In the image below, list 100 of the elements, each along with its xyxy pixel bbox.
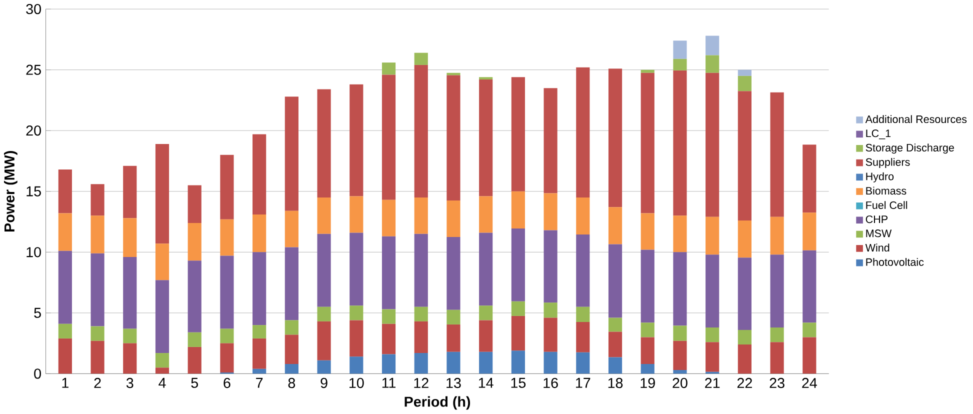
- bar: [673, 252, 687, 326]
- x-tick-label: 2: [94, 378, 101, 388]
- bar: [382, 200, 396, 237]
- legend-label: Photovoltaic: [866, 258, 924, 266]
- bar: [58, 213, 72, 252]
- bar: [317, 198, 331, 234]
- bar: [350, 196, 364, 233]
- bar: [802, 337, 816, 374]
- bar: [479, 320, 493, 352]
- bar: [706, 73, 720, 218]
- x-tick-label: 22: [737, 378, 752, 388]
- x-tick-label: 4: [158, 378, 166, 388]
- bar: [188, 332, 202, 348]
- legend-label: Hydro: [866, 172, 894, 183]
- bar: [608, 244, 622, 318]
- bar: [317, 322, 331, 360]
- bar: [90, 184, 104, 216]
- x-tick-label: 20: [672, 378, 688, 388]
- bar: [479, 196, 493, 233]
- bar: [802, 250, 816, 323]
- bar: [90, 326, 104, 342]
- bar: [706, 55, 720, 74]
- y-axis-title: Power (MW): [4, 151, 18, 232]
- bar: [479, 77, 493, 80]
- bar: [544, 193, 558, 230]
- bar: [479, 232, 493, 306]
- bar: [317, 234, 331, 308]
- bar: [188, 185, 202, 224]
- bar: [446, 310, 460, 325]
- bar: [640, 322, 654, 338]
- y-tick-label: 15: [26, 186, 41, 197]
- bar: [155, 368, 170, 374]
- bar: [511, 228, 525, 302]
- bar: [382, 324, 396, 354]
- x-tick-label: 9: [320, 378, 328, 388]
- x-tick-label: 3: [126, 378, 134, 388]
- bar: [640, 213, 654, 250]
- bar: [446, 237, 460, 310]
- bar: [673, 70, 687, 216]
- bar: [382, 62, 396, 75]
- bar: [155, 244, 170, 280]
- bar: [414, 234, 428, 308]
- bar: [220, 256, 234, 329]
- bar: [155, 144, 170, 244]
- y-tick-label: 0: [34, 368, 41, 379]
- x-tick-label: 15: [511, 378, 526, 388]
- x-tick-label: 24: [802, 378, 817, 388]
- bar: [706, 254, 720, 328]
- bar: [252, 214, 266, 252]
- bar: [220, 155, 234, 220]
- legend-label: Fuel Cell: [866, 201, 908, 210]
- bar: [220, 343, 234, 373]
- bar: [220, 220, 234, 256]
- bar: [673, 59, 687, 71]
- bar: [673, 326, 687, 342]
- bar: [414, 52, 428, 66]
- x-tick-label: 19: [640, 378, 655, 388]
- bar: [640, 70, 654, 74]
- x-tick-label: 1: [62, 378, 68, 388]
- bar: [706, 36, 720, 56]
- bar: [284, 247, 298, 320]
- bar: [123, 257, 137, 329]
- y-tick-label: 25: [26, 64, 41, 76]
- bar: [155, 280, 170, 354]
- x-axis-title: Period (h): [404, 396, 470, 410]
- bar: [511, 77, 525, 192]
- bar: [350, 356, 364, 374]
- legend-label: MSW: [866, 230, 892, 238]
- bar: [608, 68, 622, 208]
- bar: [770, 217, 784, 255]
- bar: [284, 320, 298, 335]
- legend-label: Additional Resources: [865, 115, 967, 124]
- x-tick-label: 16: [544, 378, 558, 388]
- bar: [414, 65, 428, 198]
- bar: [252, 252, 266, 326]
- bar: [802, 212, 816, 250]
- legend-label: CHP: [866, 216, 888, 224]
- bar: [673, 370, 687, 374]
- bar: [382, 354, 396, 374]
- bar: [673, 341, 687, 370]
- bar: [544, 302, 558, 318]
- bar: [511, 350, 525, 374]
- bar: [544, 352, 558, 374]
- bar: [350, 84, 364, 196]
- bar: [770, 92, 784, 218]
- bar: [673, 40, 687, 60]
- bar: [58, 170, 72, 214]
- bar: [252, 325, 266, 339]
- x-tick-label: 11: [382, 378, 396, 388]
- y-tick-label: 10: [26, 247, 41, 258]
- bar: [544, 318, 558, 352]
- bar: [446, 324, 460, 352]
- bar: [317, 307, 331, 322]
- bar: [576, 352, 590, 374]
- bar: [576, 322, 590, 353]
- bar: [382, 236, 396, 310]
- bar: [58, 338, 72, 374]
- bar: [738, 258, 752, 330]
- bar: [58, 324, 72, 339]
- bar: [802, 144, 816, 213]
